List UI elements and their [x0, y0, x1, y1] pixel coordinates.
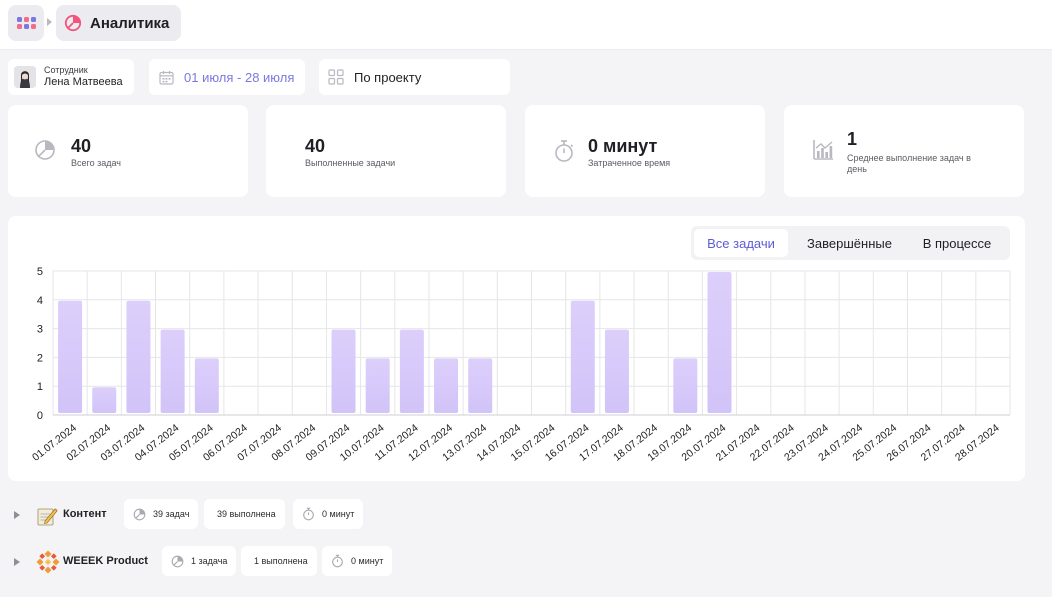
bar	[160, 329, 185, 413]
time-badge: 0 минут	[293, 499, 364, 529]
stat-card-completed: 40 Выполненные задачи	[266, 105, 506, 197]
y-tick-label: 0	[37, 410, 43, 422]
project-name: WEEEK Product	[63, 555, 148, 567]
stat-value: 40	[305, 136, 326, 156]
stat-card-time: 0 минут Затраченное время	[525, 105, 765, 197]
stat-card-average: 1 Среднее выполнение задач в день	[784, 105, 1024, 197]
top-bar: Аналитика	[0, 0, 1052, 50]
tasks-count-badge: 39 задач	[124, 499, 199, 529]
tab-all-tasks[interactable]: Все задачи	[694, 229, 788, 257]
bar	[126, 300, 151, 413]
bar	[365, 358, 390, 413]
bar	[434, 358, 459, 413]
weeek-logo-icon	[36, 550, 60, 574]
done-count: 39 выполнена	[217, 509, 276, 519]
tasks-count: 1 задача	[191, 556, 228, 566]
tasks-bar-chart: 01234501.07.202402.07.202403.07.202404.0…	[30, 266, 1011, 464]
employee-name: Лена Матвеева	[44, 76, 123, 88]
group-by-filter[interactable]: По проекту	[319, 59, 510, 95]
grid-icon	[328, 69, 344, 85]
date-range-value: 01 июля - 28 июля	[184, 69, 295, 85]
avatar	[14, 66, 36, 88]
bar	[468, 358, 493, 413]
breadcrumb-analytics[interactable]: Аналитика	[56, 5, 182, 41]
tab-completed[interactable]: Завершённые	[807, 235, 892, 251]
pie-chart-icon	[133, 508, 146, 520]
breadcrumb-chevron-icon	[47, 18, 52, 26]
stat-label: Всего задач	[71, 158, 121, 168]
project-row-weeek-product: WEEEK Product 1 задача 1 выполнена 0 мин…	[0, 546, 1052, 578]
y-tick-label: 4	[37, 295, 43, 307]
employee-filter[interactable]: Сотрудник Лена Матвеева	[8, 59, 134, 95]
stopwatch-icon	[332, 554, 343, 568]
chart-panel: Все задачи Завершённые В процессе 0 1 2 3 4 5…	[8, 216, 1025, 481]
chart-tabs: Все задачи Завершённые В процессе	[691, 226, 1010, 260]
y-tick-label: 3	[37, 324, 43, 336]
group-by-value: По проекту	[354, 69, 422, 85]
bar	[92, 387, 117, 413]
bar	[58, 300, 83, 413]
y-tick-label: 2	[37, 352, 43, 364]
pie-chart-icon	[171, 555, 184, 567]
done-count: 1 выполнена	[254, 556, 308, 566]
bar	[707, 272, 732, 413]
tasks-count-badge: 1 задача	[162, 546, 237, 576]
stat-label: Затраченное время	[588, 158, 671, 168]
date-range-filter[interactable]: 01 июля - 28 июля	[149, 59, 305, 95]
time-value: 0 минут	[351, 556, 384, 566]
bar	[570, 300, 595, 413]
bar-chart-icon	[813, 140, 833, 160]
stopwatch-icon	[555, 140, 574, 162]
page-title: Аналитика	[90, 14, 170, 32]
stopwatch-icon	[303, 507, 314, 521]
expand-arrow-icon[interactable]	[14, 558, 20, 566]
project-row-content: Контент 39 задач 39 выполнена 0 минут	[0, 499, 1052, 531]
y-tick-label: 5	[37, 266, 43, 278]
project-name: Контент	[63, 508, 107, 520]
done-count-badge: 1 выполнена	[241, 546, 317, 576]
calendar-icon	[159, 70, 174, 85]
stat-value: 40	[71, 136, 92, 156]
memo-icon	[37, 508, 58, 526]
expand-arrow-icon[interactable]	[14, 511, 20, 519]
employee-caption: Сотрудник	[44, 65, 88, 75]
stat-label: Среднее выполнение задач в день	[847, 153, 971, 174]
time-value: 0 минут	[322, 509, 355, 519]
tab-in-progress[interactable]: В процессе	[922, 235, 992, 251]
bar	[399, 329, 424, 413]
analytics-icon	[64, 14, 82, 32]
time-badge: 0 минут	[322, 546, 393, 576]
stat-value: 0 минут	[588, 136, 658, 156]
y-tick-label: 1	[37, 381, 43, 393]
tasks-count: 39 задач	[153, 509, 190, 519]
pie-chart-icon	[35, 140, 55, 160]
apps-menu-button[interactable]	[8, 5, 44, 41]
bar	[194, 358, 219, 413]
bar	[604, 329, 629, 413]
bar	[673, 358, 698, 413]
apps-grid-icon	[16, 17, 36, 29]
stat-value: 1	[847, 129, 858, 149]
bar	[331, 329, 356, 413]
stat-card-total: 40 Всего задач	[8, 105, 248, 197]
stat-label: Выполненные задачи	[305, 158, 396, 168]
done-count-badge: 39 выполнена	[204, 499, 285, 529]
